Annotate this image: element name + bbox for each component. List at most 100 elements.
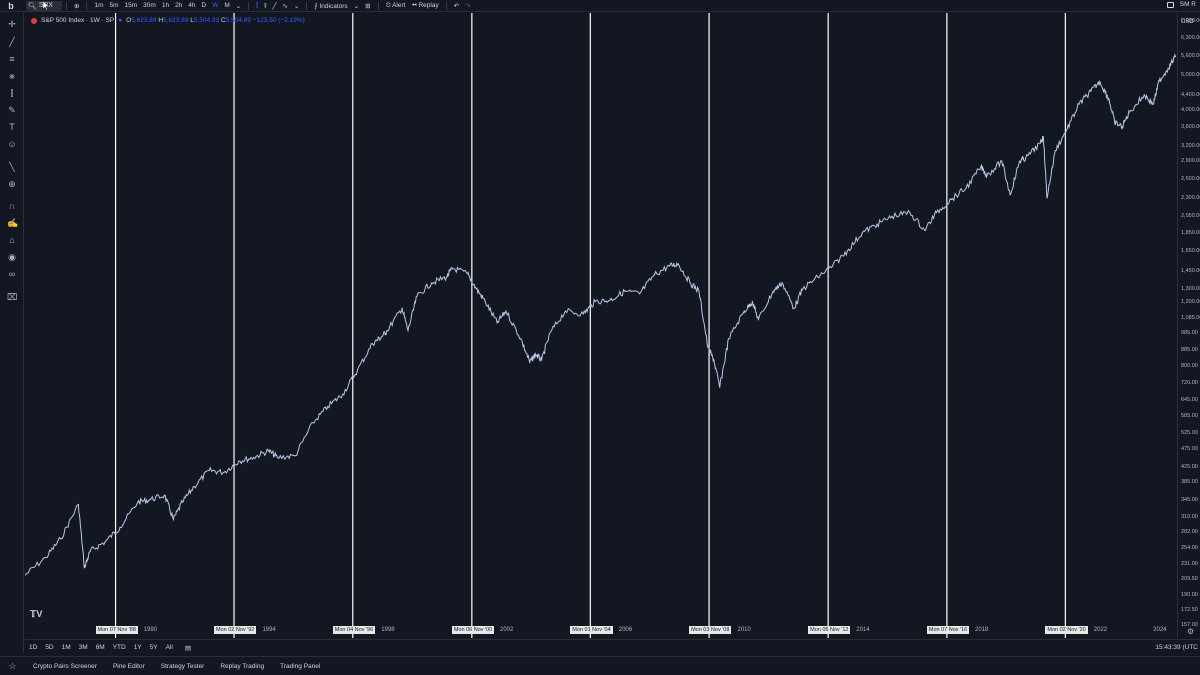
chevron-down-icon[interactable]: ⌄	[353, 2, 360, 10]
price-tick-label-9: 2,600.00	[1181, 175, 1200, 182]
replay-button[interactable]: ⏪︎ Replay	[408, 2, 441, 10]
timeframe-30m[interactable]: 30m	[143, 2, 156, 9]
tab-replay-trading[interactable]: Replay Trading	[220, 662, 265, 670]
redo-icon[interactable]: ↷	[465, 2, 471, 10]
text-tool-icon[interactable]: T	[9, 122, 15, 132]
price-point-58	[728, 338, 730, 340]
currency-label[interactable]: USD	[1181, 19, 1194, 25]
timeframe-15m[interactable]: 15m	[124, 2, 138, 9]
price-tick-label-14: 1,450.00	[1181, 268, 1200, 275]
vertical-line-date-label-3: Mon 06 Nov '00	[451, 626, 495, 634]
chevron-down-icon[interactable]: ⌄	[235, 2, 242, 10]
price-point-36	[484, 300, 486, 303]
timeframe-1h[interactable]: 1h	[161, 2, 170, 9]
price-point-28	[401, 307, 403, 309]
indicators-button[interactable]: ⨍ Indicators	[311, 2, 350, 10]
clock-timezone[interactable]: 15:43:39 (UTC	[1155, 644, 1198, 651]
lock-icon[interactable]: ⌂	[9, 235, 15, 245]
emoji-icon[interactable]: ☺	[7, 139, 17, 149]
chart-pane[interactable]: S&P 500 Index · 1W · SP ● O5,623.89 H5,6…	[25, 13, 1177, 638]
timeframe-4h[interactable]: 4h	[188, 2, 196, 9]
tab-strategy-tester[interactable]: Strategy Tester	[160, 662, 205, 670]
vertical-line-date-label-1: Mon 02 Nov '92	[214, 626, 257, 634]
range-5y[interactable]: 5Y	[149, 644, 158, 651]
price-point-55	[707, 346, 709, 348]
trash-icon[interactable]: ⌧	[7, 292, 18, 302]
range-1d[interactable]: 1D	[29, 644, 38, 651]
magnet-icon[interactable]: ∩	[8, 201, 16, 211]
ruler-icon[interactable]: ╲	[9, 162, 15, 172]
line-chart-type-icon[interactable]: ╱	[272, 2, 277, 10]
trend-line-icon[interactable]: ╱	[9, 37, 15, 47]
tradingview-logo[interactable]: 𝕋V	[30, 609, 43, 619]
price-point-3	[77, 503, 80, 506]
range-all[interactable]: All	[165, 644, 173, 651]
tab-crypto-pairs-screener[interactable]: Crypto Pairs Screener	[33, 662, 97, 670]
price-point-60	[751, 300, 754, 303]
timeframe-d[interactable]: D	[201, 2, 207, 9]
price-point-46	[594, 300, 596, 303]
area-chart-type-icon[interactable]: ∿	[282, 2, 288, 10]
eye-icon[interactable]: ◉	[8, 252, 16, 262]
bars-chart-type-icon[interactable]: ⫾	[264, 1, 267, 9]
fullscreen-icon[interactable]	[1166, 1, 1174, 8]
undo-icon[interactable]: ↶	[453, 2, 460, 10]
price-chart[interactable]	[25, 13, 1177, 638]
tab-trading-panel[interactable]: Trading Panel	[280, 662, 321, 670]
price-point-87	[1066, 128, 1068, 130]
price-series-line[interactable]	[25, 53, 1176, 576]
brush-icon[interactable]: ✎	[8, 105, 16, 115]
range-1m[interactable]: 1M	[61, 644, 71, 651]
toolbar-divider	[306, 1, 308, 10]
timeframe-w[interactable]: W	[212, 2, 219, 9]
price-point-79	[1001, 160, 1003, 162]
star-icon[interactable]: ☆	[8, 660, 17, 671]
price-tick-label-20: 800.00	[1181, 362, 1198, 369]
timeframe-2h[interactable]: 2h	[175, 2, 183, 9]
patterns-icon[interactable]: ⫿	[10, 88, 14, 98]
horizontal-lines-icon[interactable]: ≡	[9, 54, 15, 64]
range-3m[interactable]: 3M	[78, 644, 88, 651]
range-1y[interactable]: 1Y	[133, 644, 142, 651]
price-point-0	[25, 574, 26, 576]
range-5d[interactable]: 5D	[45, 644, 54, 651]
timeframe-5m[interactable]: 5m	[109, 2, 119, 9]
timeframe-1m[interactable]: 1m	[94, 2, 104, 9]
price-axis[interactable]: USD 7,000.00 6,300.00 5,600.00 5,000.00 4,40…	[1177, 13, 1200, 638]
price-point-82	[1024, 157, 1027, 160]
range-ytd[interactable]: YTD	[112, 644, 126, 651]
timeframe-m[interactable]: M	[224, 2, 230, 9]
price-point-8	[137, 501, 139, 503]
price-tick-label-0: 7,000.00	[1181, 18, 1200, 24]
app-logo[interactable]: b	[8, 0, 14, 11]
crosshair-icon[interactable]: ✛	[8, 19, 16, 29]
pitchfork-icon[interactable]: ⨳	[9, 71, 15, 81]
layout-name-label[interactable]: SM R	[1179, 1, 1196, 8]
range-6m[interactable]: 6M	[95, 644, 105, 651]
zoom-in-icon[interactable]: ⊕	[8, 179, 16, 189]
price-point-67	[831, 265, 834, 267]
price-tick-label-5: 4,000.00	[1181, 107, 1200, 113]
price-point-99	[1174, 55, 1177, 58]
toolbar-divider	[66, 1, 67, 10]
compare-symbol-icon[interactable]: ⊕	[74, 2, 80, 10]
time-axis[interactable]: 1990 1994 1998 2002 2006 2010 2014 2018 2022 2024…	[25, 624, 1177, 638]
tab-pine-editor[interactable]: Pine Editor	[112, 662, 145, 670]
year-tick-label-6: 2014	[856, 627, 870, 633]
price-point-57	[719, 386, 721, 388]
price-point-27	[386, 329, 388, 332]
price-tick-label-36: 157.00	[1181, 622, 1198, 628]
stay-in-drawing-mode-icon[interactable]: ✍	[7, 218, 19, 228]
price-point-74	[935, 211, 938, 214]
price-point-75	[950, 198, 952, 201]
price-tick-label-21: 720.00	[1181, 379, 1198, 386]
price-point-68	[846, 250, 849, 252]
candles-chart-type-icon[interactable]: ⫿	[256, 1, 259, 9]
chevron-down-icon[interactable]: ⌄	[293, 2, 300, 10]
go-to-date-icon[interactable]: ▤	[184, 644, 192, 652]
layouts-grid-icon[interactable]: ⊞	[365, 2, 371, 10]
legend-symbol[interactable]: S&P 500 Index · 1W · SP	[41, 17, 115, 24]
chart-settings-gear-icon[interactable]: ⚙	[1187, 627, 1195, 636]
alert-button[interactable]: ⏲︎ Alert	[383, 2, 409, 10]
link-icon[interactable]: ∞	[8, 269, 16, 279]
